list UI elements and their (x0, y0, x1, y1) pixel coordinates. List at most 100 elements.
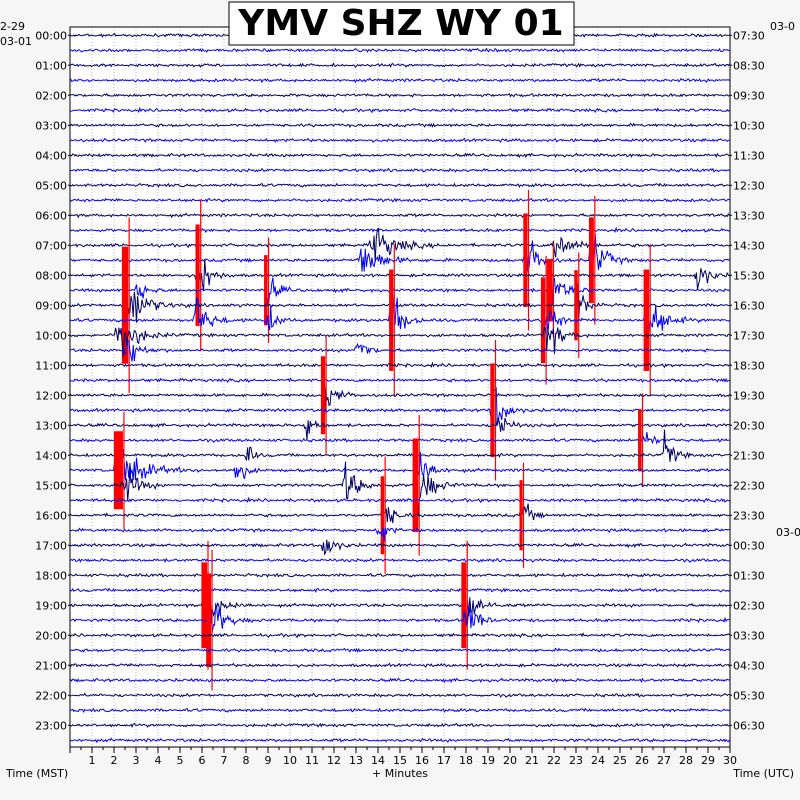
left-hour-label: 11:00 (35, 359, 67, 372)
left-hour-label: 13:00 (35, 419, 67, 432)
clip-marker (201, 562, 207, 649)
right-hour-label: 00:30 (733, 539, 765, 552)
clip-marker (195, 224, 200, 326)
x-tick-label: 3 (133, 754, 140, 767)
x-tick-label: 21 (525, 754, 539, 767)
right-hour-label: 16:30 (733, 299, 765, 312)
clip-marker (206, 573, 212, 668)
title-box (228, 1, 575, 46)
right-hour-label: 09:30 (733, 89, 765, 102)
trace-row (70, 662, 730, 668)
trace-row (70, 417, 730, 441)
left-hour-label: 02:00 (35, 89, 67, 102)
right-hour-label: 06:30 (733, 719, 765, 732)
clip-marker (264, 255, 268, 326)
trace-row (70, 603, 730, 661)
trace-row (70, 361, 730, 369)
right-hour-label: 01:30 (733, 569, 765, 582)
clip-marker (412, 438, 419, 533)
trace-row (70, 737, 730, 744)
x-tick-label: 17 (437, 754, 451, 767)
left-date: 03-01 (0, 35, 32, 48)
x-tick-label: 6 (199, 754, 206, 767)
left-hour-label: 01:00 (35, 59, 67, 72)
x-tick-label: 16 (415, 754, 429, 767)
clip-marker (588, 217, 594, 304)
x-tick-label: 27 (657, 754, 671, 767)
right-hour-label: 02:30 (733, 599, 765, 612)
plot-area (69, 26, 731, 748)
trace-row (70, 377, 730, 384)
trace-row (70, 283, 730, 333)
trace-row (70, 167, 730, 173)
trace-row (70, 707, 730, 714)
trace-row (70, 182, 730, 189)
left-hour-label: 21:00 (35, 659, 67, 672)
trace-row (70, 137, 730, 143)
right-hour-label: 11:30 (733, 149, 765, 162)
trace-row (70, 294, 730, 340)
right-hour-label: 10:30 (733, 119, 765, 132)
x-tick-label: 30 (723, 754, 737, 767)
trace-row (70, 277, 730, 307)
trace-row (70, 677, 730, 684)
left-date-top: 2-29 (0, 20, 25, 33)
clip-marker (113, 431, 123, 510)
left-hour-label: 16:00 (35, 509, 67, 522)
x-tick-label: 10 (283, 754, 297, 767)
right-hour-label: 15:30 (733, 269, 765, 282)
trace-row (70, 47, 730, 53)
trace-row (70, 227, 730, 263)
clip-marker (490, 363, 495, 458)
clip-marker (380, 476, 385, 555)
x-tick-label: 9 (265, 754, 272, 767)
x-tick-label: 5 (177, 754, 184, 767)
clip-marker (519, 480, 523, 551)
x-tick-label: 22 (547, 754, 561, 767)
right-hour-label: 05:30 (733, 689, 765, 702)
trace-row (70, 428, 730, 445)
left-hour-label: 23:00 (35, 719, 67, 732)
right-axis-label: Time (UTC) (732, 767, 794, 780)
left-hour-label: 14:00 (35, 449, 67, 462)
right-hour-label: 17:30 (733, 329, 765, 342)
trace-row (70, 539, 730, 556)
clip-marker (540, 277, 546, 364)
clip-marker (523, 213, 528, 308)
trace-row (70, 429, 730, 462)
right-date-top: 03-0 (770, 20, 795, 33)
clip-marker (643, 269, 650, 371)
trace-row (70, 449, 730, 481)
x-tick-label: 8 (243, 754, 250, 767)
trace-row (70, 557, 730, 563)
left-hour-label: 17:00 (35, 539, 67, 552)
x-axis: 1 2 3 4 5 6 7 8 9 10 11 12 13 14 15 16 17 18 19 20 21 22 23 24 2… (69, 747, 737, 767)
x-tick-label: 19 (481, 754, 495, 767)
left-hour-label: 00:00 (35, 29, 67, 42)
left-hour-label: 15:00 (35, 479, 67, 492)
x-tick-label: 26 (635, 754, 649, 767)
clip-marker (546, 259, 553, 322)
trace-row (70, 62, 730, 69)
left-hour-label: 09:00 (35, 299, 67, 312)
trace-row (70, 152, 730, 159)
right-hour-label: 13:30 (733, 209, 765, 222)
x-tick-label: 14 (371, 754, 385, 767)
trace-group (70, 32, 730, 744)
clip-marker (121, 246, 129, 364)
x-tick-label: 18 (459, 754, 473, 767)
trace-row (70, 365, 730, 415)
trace-row (70, 226, 730, 234)
right-hour-label: 04:30 (733, 659, 765, 672)
trace-row (70, 632, 730, 639)
trace-row (70, 386, 730, 426)
right-hour-label: 08:30 (733, 59, 765, 72)
right-hour-label: 03:30 (733, 629, 765, 642)
trace-row (70, 92, 730, 99)
trace-row (70, 496, 730, 504)
left-hour-label: 07:00 (35, 239, 67, 252)
left-hour-label: 05:00 (35, 179, 67, 192)
right-time-axis: 07:30 08:30 09:30 10:30 11:30 12:30 13:30 14:30… (730, 29, 765, 732)
left-hour-label: 18:00 (35, 569, 67, 582)
trace-row (70, 212, 730, 219)
